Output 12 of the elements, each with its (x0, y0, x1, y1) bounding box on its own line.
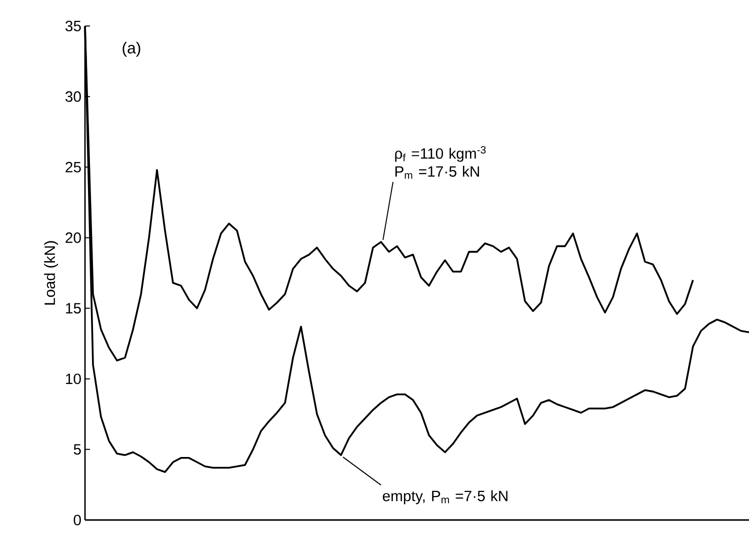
y-axis-title: Load (kN) (44, 241, 58, 305)
text: ρ$_{f}$ =110 kgm$^{-3}$ P$_{m}$ =17·5 kN (395, 146, 486, 179)
y-tick-label: 10 (66, 374, 81, 384)
y-tick-label: 15 (66, 303, 81, 314)
text: empty, P$_{m}$ =7·5 kN (382, 490, 508, 504)
y-tick-label: 30 (65, 91, 81, 102)
y-tick-label: 0 (74, 514, 81, 526)
y-tick-label: 20 (66, 232, 81, 243)
annotation: (a) (122, 42, 140, 57)
y-tick-label: 5 (74, 444, 81, 455)
y-tick-label: 35 (65, 20, 81, 32)
y-tick-label: 25 (66, 162, 81, 172)
